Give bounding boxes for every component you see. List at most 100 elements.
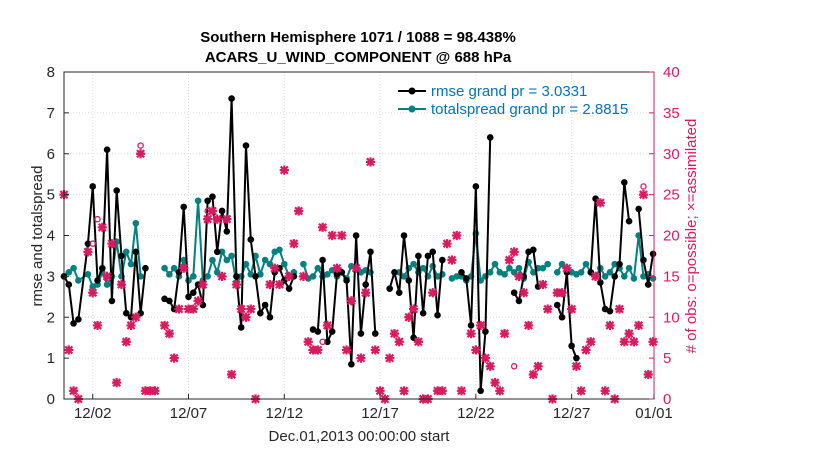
rmse-point — [558, 313, 566, 321]
rmse-point — [386, 285, 393, 292]
legend-spread-label: totalspread grand pr = 2.8815 — [431, 101, 628, 118]
obs-assimilated-marker — [121, 337, 131, 347]
rmse-point — [611, 273, 619, 280]
spread-point — [166, 271, 173, 278]
spread-point — [75, 277, 82, 284]
obs-assimilated-marker — [605, 320, 615, 331]
chart-subtitle: ACARS_U_WIND_COMPONENT @ 688 hPa — [205, 49, 512, 66]
obs-assimilated-marker — [341, 345, 352, 355]
rmse-point — [348, 360, 355, 368]
obs-assimilated-marker — [193, 296, 203, 306]
y-tick-label-right: 5 — [663, 350, 671, 367]
obs-assimilated-marker — [519, 288, 529, 298]
obs-assimilated-marker — [140, 386, 151, 396]
y-tick-label-left: 6 — [47, 146, 55, 163]
rmse-point — [94, 277, 101, 284]
spread-point — [324, 271, 331, 278]
obs-assimilated-marker — [629, 337, 639, 347]
rmse-point — [204, 197, 211, 205]
obs-assimilated-marker — [456, 386, 467, 396]
obs-assimilated-marker — [523, 320, 534, 331]
spread-point — [180, 256, 188, 264]
rmse-point — [477, 387, 484, 395]
rmse-point — [429, 248, 437, 256]
spread-point — [228, 252, 235, 260]
obs-assimilated-marker — [241, 312, 251, 322]
obs-assimilated-marker — [614, 304, 625, 314]
x-tick-label: 01/01 — [635, 405, 673, 422]
obs-assimilated-marker — [212, 214, 222, 224]
rmse-point — [180, 203, 188, 211]
rmse-point — [616, 260, 623, 268]
obs-assimilated-marker — [289, 239, 299, 249]
spread-point — [530, 268, 537, 276]
obs-assimilated-marker — [408, 304, 419, 314]
obs-assimilated-marker — [509, 247, 519, 257]
y-tick-label-right: 15 — [663, 268, 680, 285]
obs-assimilated-marker — [634, 320, 644, 331]
spread-point — [137, 273, 144, 280]
rmse-point — [166, 297, 173, 305]
spread-point — [553, 268, 561, 276]
spread-point — [309, 273, 317, 280]
spread-point — [453, 273, 460, 280]
rmse-point — [75, 315, 82, 323]
obs-assimilated-marker — [217, 271, 227, 281]
spread-point — [611, 260, 619, 268]
rmse-point — [357, 330, 365, 337]
obs-assimilated-marker — [83, 247, 93, 257]
obs-assimilated-marker — [102, 271, 112, 281]
x-tick-label: 12/27 — [553, 405, 591, 422]
spread-point — [419, 264, 427, 272]
spread-point — [582, 260, 590, 268]
y-tick-label-left: 5 — [47, 187, 55, 204]
spread-point — [70, 264, 77, 272]
rmse-point — [118, 252, 125, 260]
obs-assimilated-marker — [576, 386, 586, 396]
spread-point — [84, 271, 92, 278]
y-tick-label-right: 0 — [663, 391, 671, 408]
spread-point — [300, 260, 307, 268]
obs-assimilated-marker — [600, 386, 610, 396]
spread-point — [314, 264, 322, 272]
obs-assimilated-marker — [68, 386, 79, 396]
obs-assimilated-marker — [198, 279, 208, 290]
spread-point — [127, 260, 135, 268]
obs-assimilated-marker — [126, 320, 136, 331]
obs-assimilated-marker — [365, 157, 376, 167]
rmse-point — [65, 281, 73, 288]
rmse-point — [257, 309, 264, 317]
rmse-point — [362, 281, 370, 288]
obs-assimilated-marker — [150, 386, 160, 396]
obs-assimilated-marker — [169, 353, 179, 363]
rmse-point — [434, 311, 441, 319]
x-tick-label: 12/12 — [266, 405, 304, 422]
obs-assimilated-marker — [303, 337, 313, 347]
obs-assimilated-marker — [581, 345, 591, 355]
spread-point — [170, 264, 178, 272]
y-tick-label-right: 40 — [663, 64, 680, 81]
spread-point — [218, 248, 226, 256]
rmse-point — [113, 187, 120, 194]
rmse-point — [424, 252, 432, 260]
obs-assimilated-marker — [370, 345, 380, 355]
series-rmse — [60, 95, 657, 395]
obs-assimilated-marker — [552, 288, 562, 298]
obs-assimilated-marker — [485, 361, 495, 371]
spread-point — [204, 273, 211, 280]
obs-assimilated-marker — [116, 279, 127, 290]
rmse-point — [89, 183, 97, 190]
rmse-point — [218, 207, 226, 215]
y-tick-label-left: 3 — [47, 268, 55, 285]
rmse-point — [285, 285, 293, 292]
y-tick-label-right: 20 — [663, 228, 680, 245]
obs-assimilated-marker — [112, 378, 122, 388]
obs-assimilated-marker — [452, 230, 462, 241]
rmse-point — [99, 264, 106, 272]
spread-point — [161, 264, 168, 272]
obs-assimilated-marker — [174, 304, 184, 314]
obs-assimilated-marker — [567, 304, 577, 314]
y-axis-right: 0 5 10 15 20 25 30 35 40 — [649, 64, 680, 408]
spread-point — [544, 260, 551, 268]
